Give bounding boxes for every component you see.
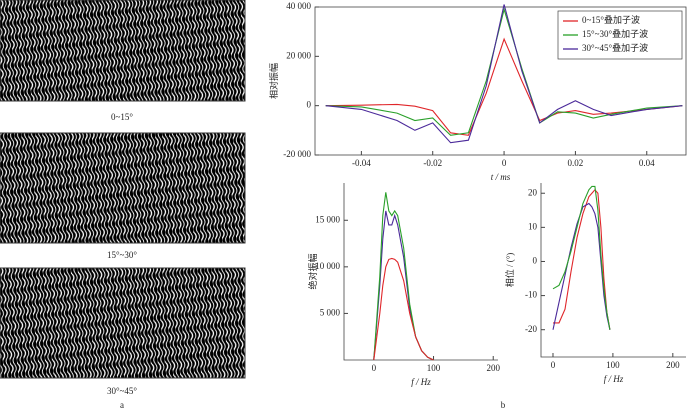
x-tick-label: -0.02 (423, 158, 442, 168)
axes-frame (314, 6, 687, 156)
panel-label: 0~15° (111, 112, 133, 122)
y-tick-label: 0 (533, 256, 538, 266)
x-axis-label: f / Hz (604, 374, 624, 384)
x-tick-label: 0.02 (568, 158, 584, 168)
y-tick-label: 20 (528, 187, 538, 197)
seismic-panel (0, 132, 246, 244)
legend-label: 30°~45°叠加子波 (582, 42, 648, 53)
x-tick-label: 0 (502, 158, 507, 168)
x-tick-label: -0.04 (352, 158, 371, 168)
legend-label: 0~15°叠加子波 (582, 14, 640, 25)
y-tick-label: 20 000 (286, 50, 311, 60)
legend-label: 15°~30°叠加子波 (582, 28, 648, 39)
seismic-panel (0, 267, 246, 379)
y-tick-label: 10 (528, 221, 538, 231)
x-tick-label: 100 (427, 363, 441, 373)
figure-label: a (120, 400, 124, 410)
x-tick-label: 200 (486, 363, 500, 373)
line-series (373, 257, 434, 361)
y-axis-label: 相对振幅 (268, 63, 279, 99)
x-axis-label: f / Hz (411, 377, 431, 387)
legend-box (557, 10, 683, 60)
panel-label: 30°~45° (107, 386, 137, 396)
y-axis-label: 绝对振幅 (307, 253, 318, 289)
y-tick-label: 5 000 (320, 307, 341, 317)
axes-frame (540, 183, 686, 358)
x-tick-label: 100 (606, 360, 620, 370)
axes-frame (343, 183, 498, 361)
line-series (325, 37, 683, 136)
y-tick-label: -20 000 (283, 149, 311, 159)
panel-label: 15°~30° (107, 250, 137, 260)
figure-label: b (501, 400, 506, 410)
line-series (325, 7, 683, 136)
x-tick-label: 0.04 (639, 158, 655, 168)
y-tick-label: -10 (525, 290, 537, 300)
line-series (325, 4, 683, 144)
y-tick-label: 40 000 (286, 1, 311, 11)
x-axis-label: t / ms (491, 172, 511, 182)
line-series (552, 202, 611, 330)
y-tick-label: 15 000 (315, 214, 340, 224)
x-tick-label: 0 (551, 360, 556, 370)
y-axis-label: 相位 / (°) (504, 253, 515, 288)
line-series (373, 192, 434, 361)
y-tick-label: 10 000 (315, 261, 340, 271)
line-series (552, 185, 611, 330)
y-tick-label: 0 (307, 100, 312, 110)
line-series (553, 188, 611, 330)
y-tick-label: -20 (525, 324, 537, 334)
seismic-panel (0, 0, 246, 102)
x-tick-label: 200 (666, 360, 680, 370)
x-tick-label: 0 (372, 363, 377, 373)
